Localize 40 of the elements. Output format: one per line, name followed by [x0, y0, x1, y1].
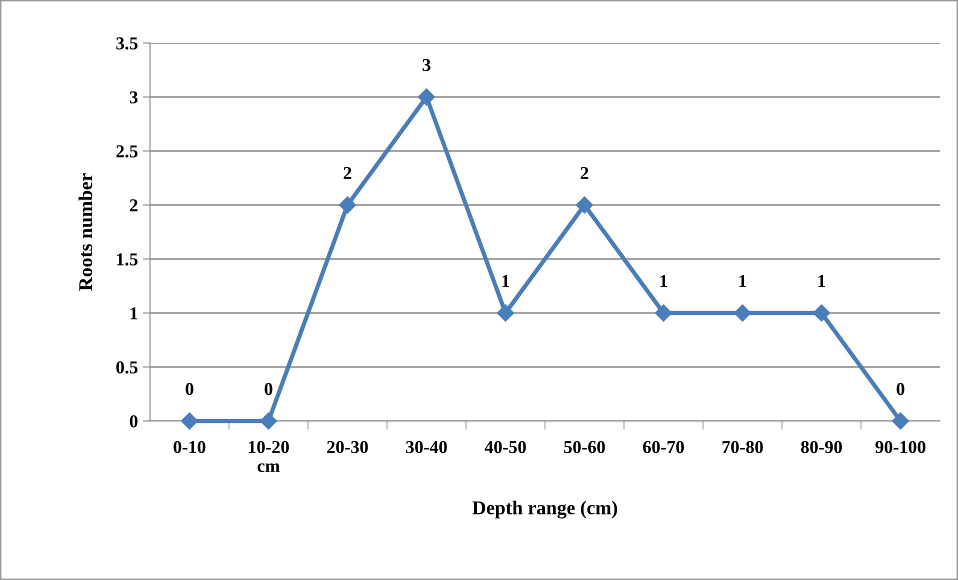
y-axis-title: Roots number	[78, 173, 92, 291]
point	[892, 412, 910, 430]
y-tick-label: 0.5	[116, 361, 138, 374]
y-tick-label: 2.5	[116, 145, 138, 158]
data-label: 2	[580, 166, 588, 179]
data-label: 2	[344, 166, 352, 179]
data-label: 1	[660, 275, 668, 287]
y-tick-label: 3	[130, 91, 138, 104]
point	[654, 304, 672, 322]
x-tick-label: 90-100	[875, 440, 926, 454]
y-tick-label: 1	[130, 307, 138, 320]
point	[576, 196, 594, 214]
point	[734, 304, 752, 322]
point	[338, 196, 356, 214]
data-label: 1	[502, 275, 510, 287]
point	[418, 88, 436, 106]
y-tick-label: 2	[130, 199, 138, 212]
data-label: 1	[739, 275, 746, 287]
x-tick-label: 50-60	[564, 440, 605, 454]
x-axis-title: Depth range (cm)	[472, 500, 618, 518]
data-label: 0	[264, 382, 272, 396]
x-tick-label: 70-80	[722, 440, 763, 454]
y-tick-label: 3.5	[116, 37, 138, 50]
data-label: 3	[422, 58, 430, 72]
point	[260, 412, 278, 430]
x-tick-label: 60-70	[643, 440, 684, 454]
point	[812, 304, 830, 322]
x-tick-label: 30-40	[406, 440, 447, 454]
x-tick-label: 20-30	[327, 440, 368, 454]
point	[180, 412, 198, 430]
data-label: 1	[818, 275, 826, 287]
x-tick-label: 0-10	[174, 440, 206, 454]
point	[496, 304, 514, 322]
y-tick-label: 0	[130, 415, 138, 428]
y-tick-label: 1.5	[117, 253, 138, 266]
x-tick-label: 10-20 cm	[248, 440, 289, 472]
x-tick-label: 80-90	[801, 440, 842, 454]
data-label: 0	[896, 382, 904, 396]
data-label: 0	[186, 382, 194, 396]
x-tick-label: 40-50	[484, 440, 526, 454]
